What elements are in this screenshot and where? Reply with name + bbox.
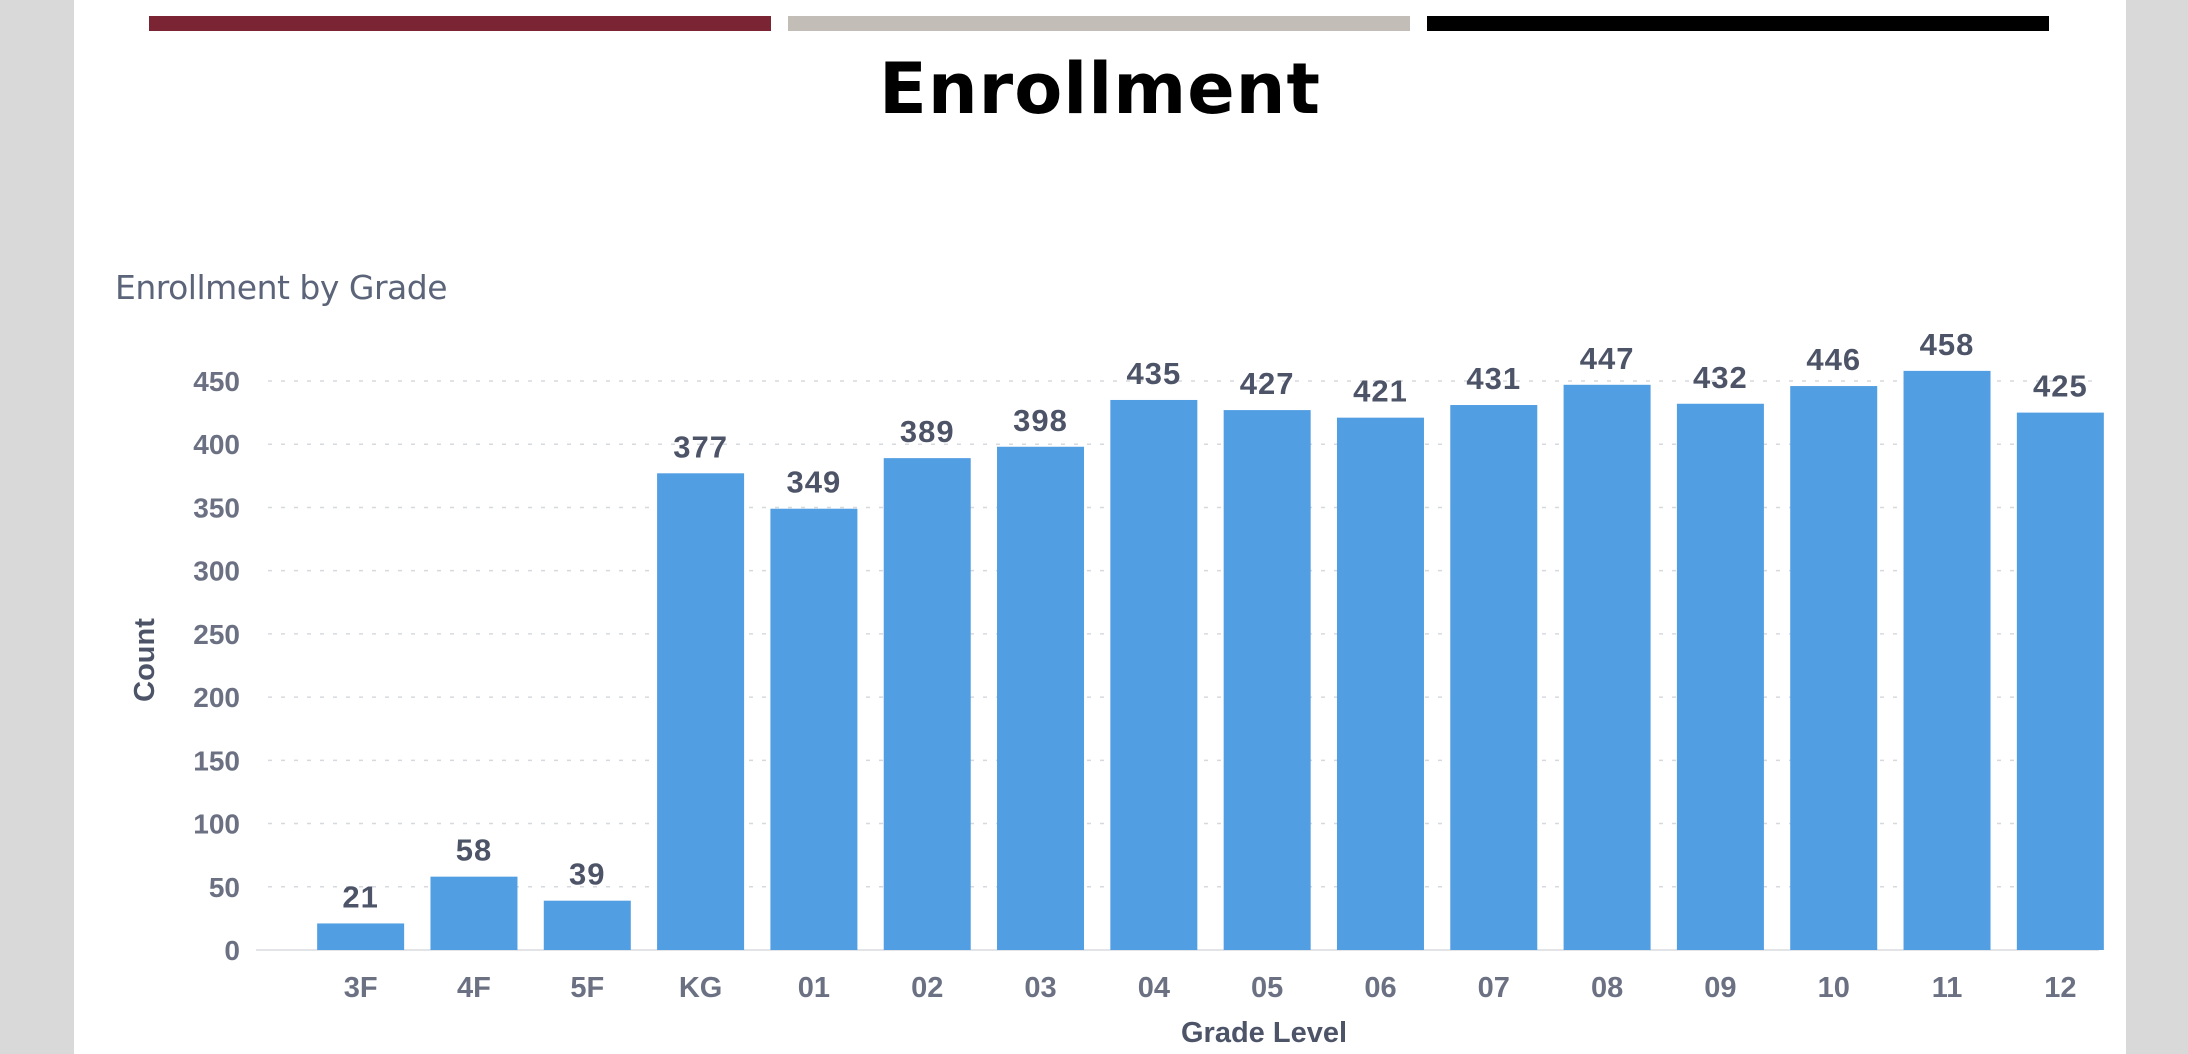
y-tick-label: 50 — [209, 872, 240, 903]
y-tick-label: 350 — [193, 492, 240, 523]
data-label: 39 — [569, 857, 605, 892]
x-tick-label: 08 — [1591, 972, 1623, 1004]
bar-chart: 050100150200250300350400450213F584F395F3… — [129, 327, 2104, 1049]
x-tick-label: 10 — [1818, 972, 1850, 1004]
data-label: 389 — [900, 414, 955, 449]
bar — [1223, 410, 1311, 950]
bar — [1110, 399, 1198, 950]
data-label: 435 — [1126, 356, 1181, 391]
data-label: 447 — [1580, 341, 1635, 376]
data-label: 421 — [1353, 374, 1408, 409]
data-label: 425 — [2033, 369, 2088, 404]
x-tick-label: 03 — [1024, 972, 1056, 1004]
x-tick-label: KG — [679, 972, 723, 1004]
bar — [317, 923, 405, 950]
data-label: 427 — [1240, 366, 1295, 401]
accent-band-maroon — [149, 16, 771, 31]
x-tick-label: 09 — [1704, 972, 1736, 1004]
y-tick-label: 250 — [193, 619, 240, 650]
bar — [430, 876, 518, 950]
x-tick-label: 4F — [457, 972, 491, 1004]
y-tick-label: 450 — [193, 366, 240, 397]
chart-title: Enrollment by Grade — [115, 268, 448, 307]
y-tick-label: 150 — [193, 745, 240, 776]
accent-band-black — [1427, 16, 2049, 31]
data-label: 377 — [673, 429, 728, 464]
bar — [2016, 412, 2104, 951]
accent-band-gray — [788, 16, 1410, 31]
data-label: 432 — [1693, 360, 1748, 395]
y-tick-label: 200 — [193, 682, 240, 713]
y-tick-label: 0 — [224, 935, 240, 966]
bar — [1676, 403, 1764, 950]
bar — [1903, 370, 1991, 951]
bar — [1450, 405, 1538, 951]
x-tick-label: 07 — [1478, 972, 1510, 1004]
bar — [770, 508, 858, 950]
x-tick-label: 3F — [344, 972, 378, 1004]
y-tick-label: 400 — [193, 429, 240, 460]
bar — [997, 446, 1085, 950]
bar — [1336, 417, 1424, 950]
slide-title: Enrollment — [879, 48, 1321, 130]
x-tick-label: 11 — [1932, 972, 1963, 1004]
x-tick-label: 05 — [1251, 972, 1283, 1004]
y-tick-label: 300 — [193, 556, 240, 587]
y-tick-label: 100 — [193, 809, 240, 840]
y-axis-title: Count — [129, 618, 161, 702]
x-tick-label: 01 — [798, 972, 830, 1004]
bar — [543, 900, 631, 950]
x-tick-label: 5F — [570, 972, 604, 1004]
bar — [1790, 386, 1878, 951]
slide: Enrollment Enrollment by Grade 0 50 100 150… — [74, 0, 2126, 1054]
bar — [883, 458, 971, 950]
data-label: 21 — [342, 879, 378, 914]
data-label: 431 — [1466, 361, 1521, 396]
x-axis-title: Grade Level — [1181, 1017, 1347, 1049]
data-label: 446 — [1806, 342, 1861, 377]
x-tick-label: 12 — [2044, 972, 2076, 1004]
x-tick-label: 06 — [1364, 972, 1396, 1004]
data-label: 458 — [1920, 327, 1975, 362]
data-label: 58 — [456, 833, 492, 868]
bar — [657, 473, 745, 950]
data-label: 349 — [787, 465, 842, 500]
data-label: 398 — [1013, 403, 1068, 438]
bar — [1563, 384, 1651, 950]
x-tick-label: 04 — [1138, 972, 1170, 1004]
x-tick-label: 02 — [911, 972, 943, 1004]
